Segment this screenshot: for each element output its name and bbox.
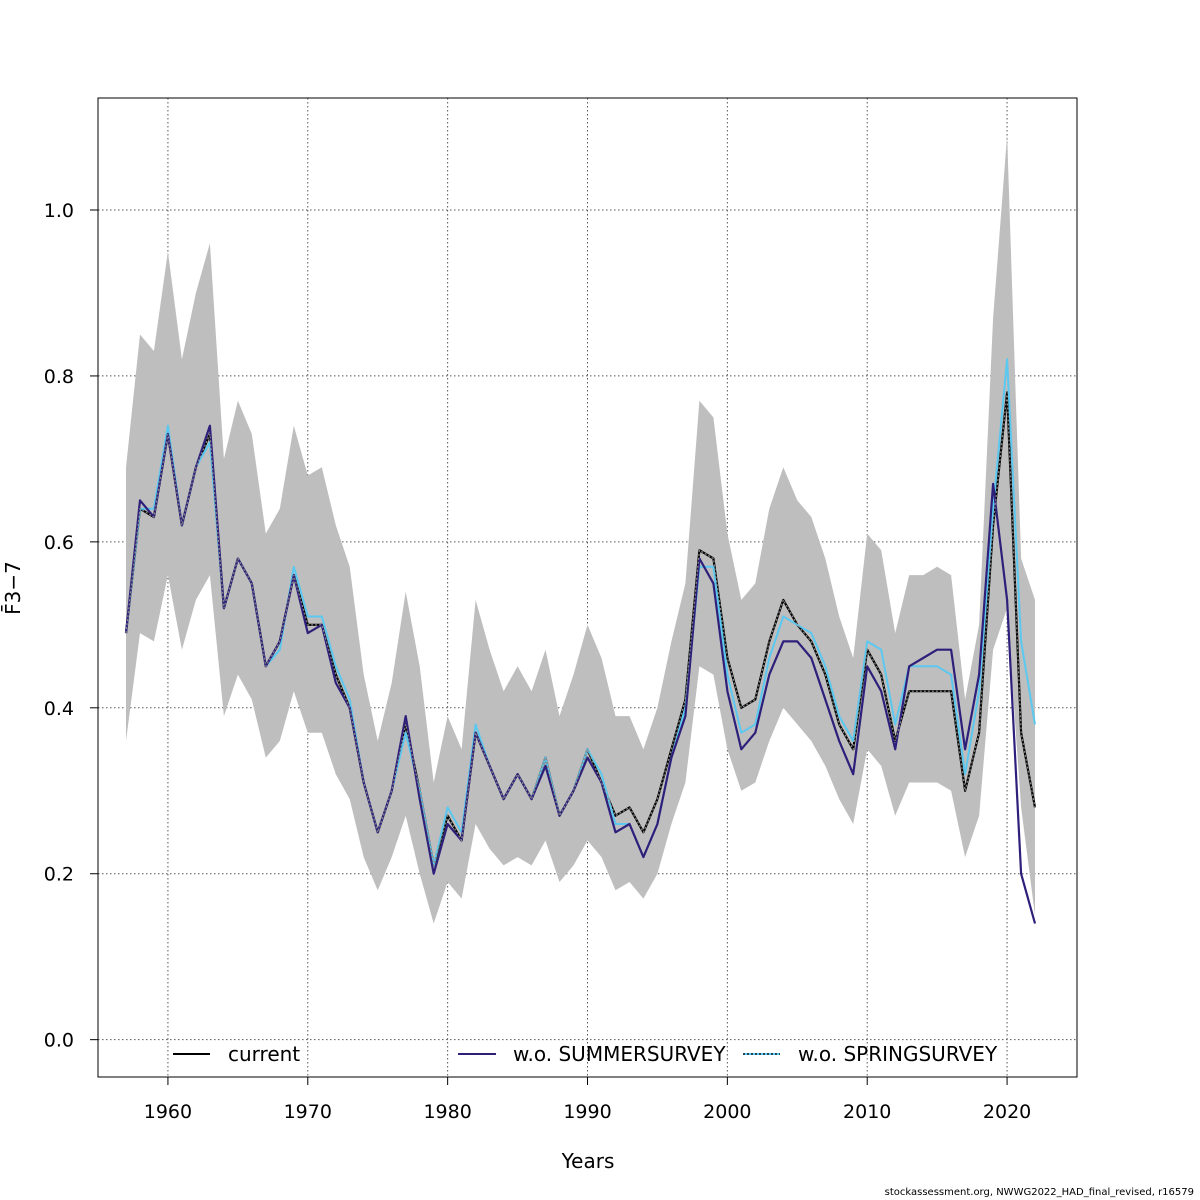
series-lines	[124, 358, 1037, 924]
confidence-band	[126, 135, 1035, 924]
confidence-band-area	[126, 135, 1035, 924]
x-tick-label-1960: 1960	[144, 1101, 192, 1123]
x-tick-label-2000: 2000	[703, 1101, 751, 1123]
x-axis-title: Years	[561, 1149, 615, 1173]
series-line-current-dots	[125, 392, 1036, 866]
y-tick-label-0.8: 0.8	[44, 366, 74, 388]
legend-label-spring: w.o. SPRINGSURVEY	[798, 1042, 998, 1066]
x-tick-label-2020: 2020	[983, 1101, 1031, 1123]
x-tick-label-1970: 1970	[284, 1101, 332, 1123]
legend-label-summer: w.o. SUMMERSURVEY	[513, 1042, 726, 1066]
x-tick-label-2010: 2010	[843, 1101, 891, 1123]
y-tick-label-0.4: 0.4	[44, 698, 74, 720]
axes: 1960 1970 1980 1990 2000 2010 2020 0.0 0.2 0.4 0.6…	[44, 200, 1031, 1123]
y-tick-label-1.0: 1.0	[44, 200, 74, 222]
x-tick-label-1980: 1980	[423, 1101, 471, 1123]
y-tick-label-0.0: 0.0	[44, 1030, 74, 1052]
y-tick-label-0.6: 0.6	[44, 532, 74, 554]
x-tick-label-1990: 1990	[563, 1101, 611, 1123]
legend-label-current: current	[228, 1042, 300, 1066]
y-tick-label-0.2: 0.2	[44, 864, 74, 886]
source-footer: stockassessment.org, NWWG2022_HAD_final_…	[884, 1187, 1194, 1198]
legend: current w.o. SUMMERSURVEY w.o. SPRINGSUR…	[173, 1042, 998, 1066]
y-axis-title: F̄3−7	[0, 561, 25, 615]
